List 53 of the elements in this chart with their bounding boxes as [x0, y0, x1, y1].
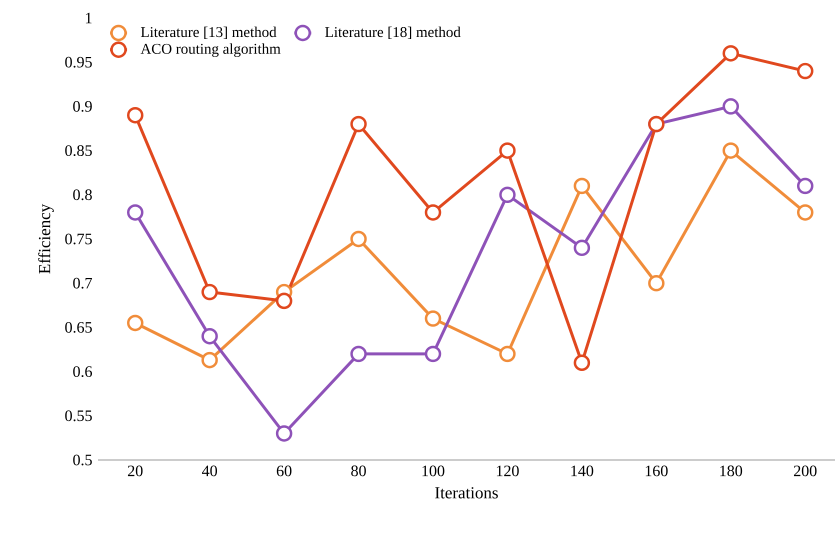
point — [276, 425, 292, 442]
x-tick-label: 80 — [351, 466, 366, 476]
y-tick-label: 0.85 — [65, 145, 92, 156]
point — [499, 186, 516, 204]
point — [424, 204, 442, 221]
point — [276, 292, 292, 310]
x-tick-label: 120 — [496, 466, 519, 476]
x-tick-label: 200 — [794, 466, 817, 476]
y-tick-label: 0.95 — [65, 56, 92, 68]
y-tick-label: 0.6 — [73, 366, 92, 378]
point — [127, 314, 144, 332]
legend-label: ACO routing algorithm — [140, 43, 281, 57]
point — [424, 310, 442, 327]
y-tick-label: 0.8 — [73, 189, 92, 200]
point — [350, 116, 367, 132]
x-tick-label: 100 — [422, 466, 444, 476]
point — [574, 354, 590, 371]
y-tick-label: 0.65 — [65, 322, 92, 333]
x-tick-label: 60 — [276, 466, 292, 476]
legend-label: Literature [13] method — [140, 26, 276, 39]
point — [201, 328, 218, 344]
point — [722, 98, 739, 115]
point — [797, 178, 814, 194]
y-tick-label: 0.9 — [73, 100, 92, 112]
x-tick-label: 160 — [646, 466, 668, 476]
point — [499, 346, 516, 362]
y-tick-label: 1 — [86, 12, 92, 24]
y-axis-title: Efficiency — [38, 204, 54, 274]
point — [350, 230, 367, 248]
x-tick-label: 40 — [202, 466, 218, 476]
point — [648, 274, 665, 292]
point — [574, 178, 590, 194]
point — [424, 346, 442, 362]
x-tick-label: 20 — [128, 466, 143, 476]
point — [574, 240, 590, 256]
point — [201, 284, 218, 300]
y-tick-label: 0.55 — [65, 410, 92, 422]
y-tick-label: 0.7 — [73, 278, 92, 289]
legend-label: Literature [18] method — [325, 26, 461, 39]
x-tick-label: 140 — [571, 466, 594, 476]
point — [722, 45, 739, 62]
point — [722, 142, 739, 159]
point — [201, 352, 218, 368]
point — [350, 346, 367, 362]
point — [127, 204, 144, 221]
point — [499, 142, 516, 159]
point — [797, 62, 814, 80]
point — [127, 107, 144, 124]
x-tick-label: 180 — [720, 466, 742, 476]
point — [797, 204, 814, 221]
x-axis-title: Iterations — [435, 487, 498, 498]
y-tick-label: 0.75 — [65, 234, 92, 244]
y-tick-label: 0.5 — [73, 454, 92, 466]
